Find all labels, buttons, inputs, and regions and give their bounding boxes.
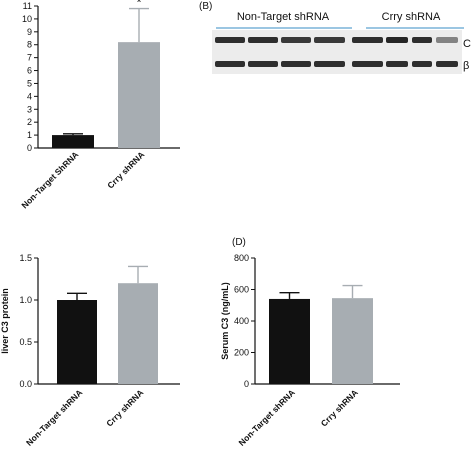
bar [118,42,160,148]
blot-band [436,37,458,43]
blot-band [386,61,408,67]
y-tick-label: 1.0 [19,295,32,305]
y-axis-label: Serum C3 (ng/mL) [220,282,230,360]
x-tick-label: Non-Target shRNA [24,387,84,447]
y-tick-label: 0 [244,379,249,389]
y-tick-label: 1 [27,130,32,140]
significance-marker: * [136,0,141,10]
y-tick-label: 400 [234,316,249,326]
blot-row-label: C [463,38,471,50]
blot-membrane [212,30,462,74]
chart-d: (D) 0 200 400 600 800 Serum C3 (ng/mL) Non-Targ… [220,237,400,448]
blot-band [352,37,383,43]
y-tick-label: 11 [23,1,32,11]
blot-band [352,61,383,67]
blot-band [248,37,278,43]
y-tick-label: 9 [27,27,32,37]
x-tick-label: Non-Target shRNA [237,387,297,447]
y-tick-label: 6 [27,66,32,76]
chart-c: 0.0 0.5 1.0 1.5 liver C3 protein Non-Target s… [0,253,180,448]
blot-band [412,37,432,43]
bar [118,283,158,384]
x-tick-label: Non-Target ShRNA [19,149,80,210]
y-tick-label: 1.5 [19,253,32,263]
blot-group-label: Non-Target shRNA [237,11,330,23]
bar [52,135,94,148]
y-tick-label: 5 [27,78,32,88]
blot-band [314,61,345,67]
y-tick-label: 10 [22,14,32,24]
x-tick-label: Crry shRNA [319,387,360,428]
y-tick-label: 2 [27,117,32,127]
y-tick-label: 0.0 [19,379,32,389]
panel-label: (D) [232,237,246,248]
western-blot: (B) Non-Target shRNA Crry shRNA Cβ [199,1,471,74]
y-tick-label: 7 [27,53,32,63]
y-tick-label: 4 [27,91,32,101]
y-tick-label: 3 [27,104,32,114]
blot-band [436,61,458,67]
y-tick-label: 200 [234,348,249,358]
blot-band [281,37,311,43]
blot-band [215,37,245,43]
blot-band [248,61,278,67]
blot-band [412,61,432,67]
x-tick-label: Crry shRNA [104,387,145,428]
bar [57,300,97,384]
x-tick-label: Crry shRNA [105,149,146,190]
panel-label: (B) [199,1,212,12]
blot-band [314,37,345,43]
y-tick-label: 600 [234,285,249,295]
blot-row-label: β [463,60,469,72]
y-tick-label: 8 [27,40,32,50]
y-axis-label: liver C3 protein [0,288,10,354]
y-tick-label: 0 [27,143,32,153]
bar [269,298,310,384]
y-tick-label: 0.5 [19,337,32,347]
blot-band [386,37,408,43]
blot-band [215,61,245,67]
chart-a: 0 1 2 3 4 5 6 7 8 9 10 11 Non-Target ShRNA * Crry shRN… [19,0,180,210]
blot-group-label: Crry shRNA [382,11,441,23]
blot-band [281,61,311,67]
bar [332,298,373,384]
y-tick-label: 800 [234,253,249,263]
